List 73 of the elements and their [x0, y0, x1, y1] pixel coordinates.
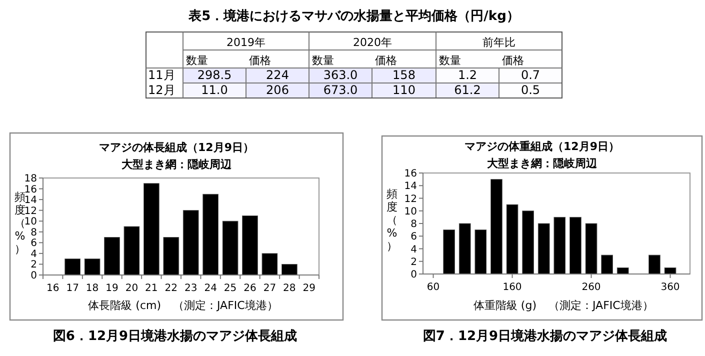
y-tick-label: 16 — [404, 168, 417, 180]
y-tick-label: 11月 — [148, 68, 176, 82]
data-label: 224 — [266, 68, 289, 82]
x-tick-label: 価格 — [502, 54, 524, 67]
y-tick-label: 2 — [410, 256, 417, 268]
x-tick-label: 16 — [46, 283, 60, 294]
y-tick-label: 6 — [410, 232, 417, 243]
x-tick-label: 19 — [106, 283, 118, 294]
x-tick-label: 160 — [502, 282, 522, 293]
y-axis-title: 頻度（%） — [14, 190, 26, 256]
data-label: 0.7 — [520, 68, 540, 82]
caption: 図7．12月9日境港水揚のマアジ体長組成 — [422, 328, 668, 344]
x-tick-label: 数量 — [312, 54, 334, 67]
y-tick-label: 12 — [24, 206, 37, 217]
x-tick-label: 21 — [145, 283, 158, 294]
data-label: 110 — [392, 83, 416, 97]
x-tick-label: 価格 — [375, 54, 397, 67]
y-tick-label: 12月 — [148, 83, 176, 97]
chart-subtitle: 大型まき網：隠岐周辺 — [122, 158, 232, 171]
data-label: 61.2 — [454, 83, 481, 97]
text: 前年比 — [482, 36, 516, 49]
y-tick-label: 6 — [30, 238, 37, 250]
y-tick-label: 18 — [24, 174, 37, 184]
x-tick-label: 24 — [204, 283, 217, 294]
x-tick-label: 25 — [224, 283, 237, 294]
text: （測定：JAFIC境港） — [173, 299, 278, 312]
text: （測定：JAFIC境港） — [548, 299, 654, 312]
data-label: 673.0 — [323, 83, 358, 97]
y-tick-label: 8 — [30, 227, 37, 238]
x-tick-label: 26 — [244, 283, 256, 294]
x-tick-label: 価格 — [249, 54, 271, 67]
x-tick-label: 17 — [66, 283, 79, 294]
data-label: 1.2 — [458, 68, 478, 82]
x-tick-label: 28 — [283, 283, 296, 294]
caption: 図6．12月9日境港水揚のマアジ体長組成 — [52, 328, 298, 344]
y-axis-title: 頻度（%） — [386, 188, 398, 252]
x-axis-title: 体長階級 (cm) — [88, 299, 161, 312]
y-tick-label: 12 — [404, 194, 417, 205]
text: 2019年 — [226, 36, 266, 49]
y-tick-label: 10 — [404, 206, 417, 218]
y-tick-label: 14 — [404, 181, 417, 192]
x-tick-label: 数量 — [439, 54, 461, 67]
x-tick-label: 27 — [263, 283, 276, 294]
y-tick-label: 0 — [30, 270, 37, 282]
x-tick-label: 360 — [660, 282, 680, 293]
x-tick-label: 20 — [125, 283, 138, 294]
data-label: 11.0 — [201, 83, 228, 97]
chart-subtitle: 大型まき網：隠岐周辺 — [487, 157, 598, 170]
x-tick-label: 18 — [86, 283, 99, 294]
y-tick-label: 4 — [30, 248, 37, 260]
x-tick-label: 60 — [426, 282, 440, 293]
x-axis-title: 体重階級 (g) — [473, 299, 536, 312]
x-tick-label: 数量 — [186, 54, 208, 67]
text: 2020年 — [353, 36, 392, 49]
y-tick-label: 8 — [410, 219, 417, 230]
y-tick-label: 2 — [30, 260, 37, 271]
y-tick-label: 4 — [410, 244, 417, 256]
y-tick-label: 16 — [24, 184, 37, 196]
data-label: 158 — [392, 68, 416, 82]
chart-title: マアジの体長組成（12月9日） — [99, 141, 254, 154]
chart-title: マアジの体重組成（12月9日） — [464, 140, 620, 153]
data-label: 363.0 — [323, 68, 358, 82]
chart-title: 表5．境港におけるマサバの水揚量と平均価格（円/kg） — [188, 8, 520, 24]
x-tick-label: 22 — [164, 283, 178, 294]
data-label: 206 — [266, 83, 289, 97]
x-tick-label: 260 — [582, 282, 601, 293]
x-tick-label: 23 — [184, 283, 198, 294]
y-tick-label: 14 — [24, 195, 37, 206]
data-label: 0.5 — [520, 83, 540, 97]
data-label: 298.5 — [197, 68, 232, 82]
y-tick-label: 10 — [24, 216, 37, 228]
x-tick-label: 29 — [302, 283, 316, 294]
y-tick-label: 0 — [410, 270, 417, 280]
